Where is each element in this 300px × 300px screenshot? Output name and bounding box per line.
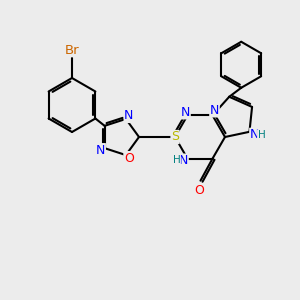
Text: N: N — [179, 154, 188, 167]
Text: N: N — [250, 128, 259, 141]
Text: N: N — [181, 106, 190, 119]
Text: N: N — [124, 110, 134, 122]
Text: H: H — [172, 155, 180, 165]
Text: O: O — [195, 184, 204, 197]
Text: N: N — [96, 144, 105, 157]
Text: S: S — [171, 130, 179, 143]
Text: Br: Br — [65, 44, 79, 56]
Text: O: O — [124, 152, 134, 165]
Text: N: N — [210, 104, 219, 117]
Text: H: H — [258, 130, 265, 140]
